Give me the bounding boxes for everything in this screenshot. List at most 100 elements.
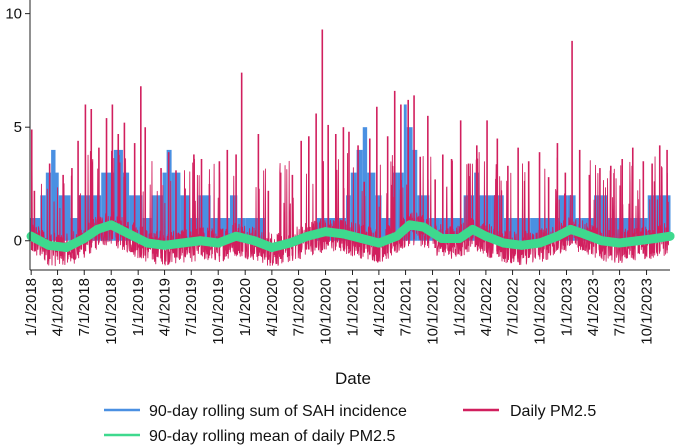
pm-mean-point [579, 229, 589, 239]
sah-bar [594, 195, 600, 241]
legend-label-pm-mean: 90-day rolling mean of daily PM2.5 [149, 428, 395, 445]
pm-mean-point [651, 233, 661, 243]
legend: 90-day rolling sum of SAH incidence Dail… [104, 403, 596, 445]
pm-mean-point [267, 243, 277, 253]
pm-mean-point [124, 229, 134, 239]
sah-bar [356, 149, 363, 241]
y-tick-labels: 0 5 10 [5, 6, 22, 250]
pm-mean-point [566, 224, 576, 234]
sah-bar [171, 172, 175, 241]
sah-bar [439, 218, 451, 241]
sah-bar [670, 195, 671, 241]
pm-mean-point [92, 224, 102, 234]
sah-bar [51, 149, 56, 241]
x-tick-label: 7/1/2022 [505, 278, 522, 336]
pm-mean-series-layer [26, 220, 675, 253]
x-tick-label: 4/1/2018 [50, 278, 67, 336]
x-axis-title: Date [335, 369, 371, 388]
x-tick-label: 10/1/2023 [639, 278, 656, 345]
pm-mean-point [633, 236, 643, 246]
sah-bar [463, 195, 469, 241]
sah-bar [40, 195, 46, 241]
sah-bar [258, 218, 266, 241]
sah-bar [406, 127, 413, 241]
pm-mean-point [321, 227, 331, 237]
pm-mean-point [405, 220, 415, 230]
pm-mean-point [615, 238, 625, 248]
x-tick-label: 1/1/2020 [237, 278, 254, 336]
x-tick-label: 1/1/2023 [559, 278, 576, 336]
x-tick-labels: 1/1/2018 4/1/2018 7/1/2018 10/1/2018 1/1/201… [23, 278, 655, 345]
y-tick-label: 0 [14, 233, 22, 250]
axes [25, 0, 670, 275]
legend-label-sah: 90-day rolling sum of SAH incidence [149, 403, 407, 420]
x-tick-label: 1/1/2021 [344, 278, 361, 336]
sah-bar [393, 172, 398, 241]
pm-mean-point [43, 240, 53, 250]
pm-mean-point [437, 233, 447, 243]
pm-mean-point [517, 240, 527, 250]
x-tick-label: 4/1/2023 [585, 278, 602, 336]
pm-mean-point [481, 231, 491, 241]
pm-mean-point [249, 236, 259, 246]
x-tick-label: 7/1/2019 [183, 278, 200, 336]
sah-bar [70, 218, 79, 241]
pm-mean-point [177, 238, 187, 248]
sah-bar [151, 195, 156, 241]
pm-mean-point [597, 236, 607, 246]
x-tick-label: 1/1/2018 [23, 278, 40, 336]
x-tick-label: 10/1/2018 [103, 278, 120, 345]
pm-mean-point [61, 243, 71, 253]
x-tick-label: 4/1/2021 [371, 278, 388, 336]
sah-bar [375, 195, 382, 241]
sah-bar [101, 172, 108, 241]
legend-item-pm-mean: 90-day rolling mean of daily PM2.5 [104, 428, 395, 445]
x-tick-label: 7/1/2023 [612, 278, 629, 336]
y-tick-label: 10 [5, 6, 22, 23]
sah-bar [412, 149, 418, 241]
x-tick-label: 7/1/2018 [76, 278, 93, 336]
pm-mean-point [499, 238, 509, 248]
x-tick-label: 4/1/2022 [478, 278, 495, 336]
legend-item-sah: 90-day rolling sum of SAH incidence [104, 403, 407, 420]
x-tick-label: 10/1/2019 [210, 278, 227, 345]
x-tick-label: 10/1/2022 [532, 278, 549, 345]
sah-bar [607, 218, 617, 241]
x-tick-label: 7/1/2020 [291, 278, 308, 336]
pm-mean-point [26, 231, 36, 241]
pm-mean-point [374, 238, 384, 248]
x-tick-label: 7/1/2021 [398, 278, 415, 336]
pm-mean-point [142, 238, 152, 248]
plot-area [26, 0, 675, 268]
pm-mean-point [79, 233, 89, 243]
legend-label-pm-daily: Daily PM2.5 [510, 403, 596, 420]
sah-bar [142, 218, 152, 241]
pm-mean-point [455, 233, 464, 243]
pm-mean-point [213, 238, 223, 248]
pm-mean-point [552, 231, 562, 241]
pm-mean-point [665, 231, 675, 241]
pm-mean-point [106, 220, 116, 230]
pm-mean-point [195, 236, 205, 246]
x-tick-label: 4/1/2019 [157, 278, 174, 336]
pm-mean-point [160, 240, 170, 250]
x-tick-label: 10/1/2020 [318, 278, 335, 345]
sah-bar [174, 172, 181, 241]
x-tick-label: 10/1/2021 [425, 278, 442, 345]
pm-mean-point [535, 238, 545, 248]
pm-mean-point [231, 231, 241, 241]
sah-bar [367, 172, 376, 241]
sah-bar [155, 195, 163, 241]
pm-mean-point [303, 231, 313, 241]
x-tick-label: 1/1/2019 [130, 278, 147, 336]
sah-bar [558, 195, 568, 241]
pm-mean-point [419, 222, 429, 232]
pm-mean-point [338, 229, 348, 239]
y-tick-label: 5 [14, 119, 22, 136]
pm-mean-point [392, 231, 402, 241]
pm-mean-point [285, 238, 295, 248]
pm-mean-point [468, 224, 478, 234]
pm-mean-point [357, 233, 367, 243]
x-tick-label: 4/1/2020 [264, 278, 281, 336]
x-tick-label: 1/1/2022 [452, 278, 469, 336]
